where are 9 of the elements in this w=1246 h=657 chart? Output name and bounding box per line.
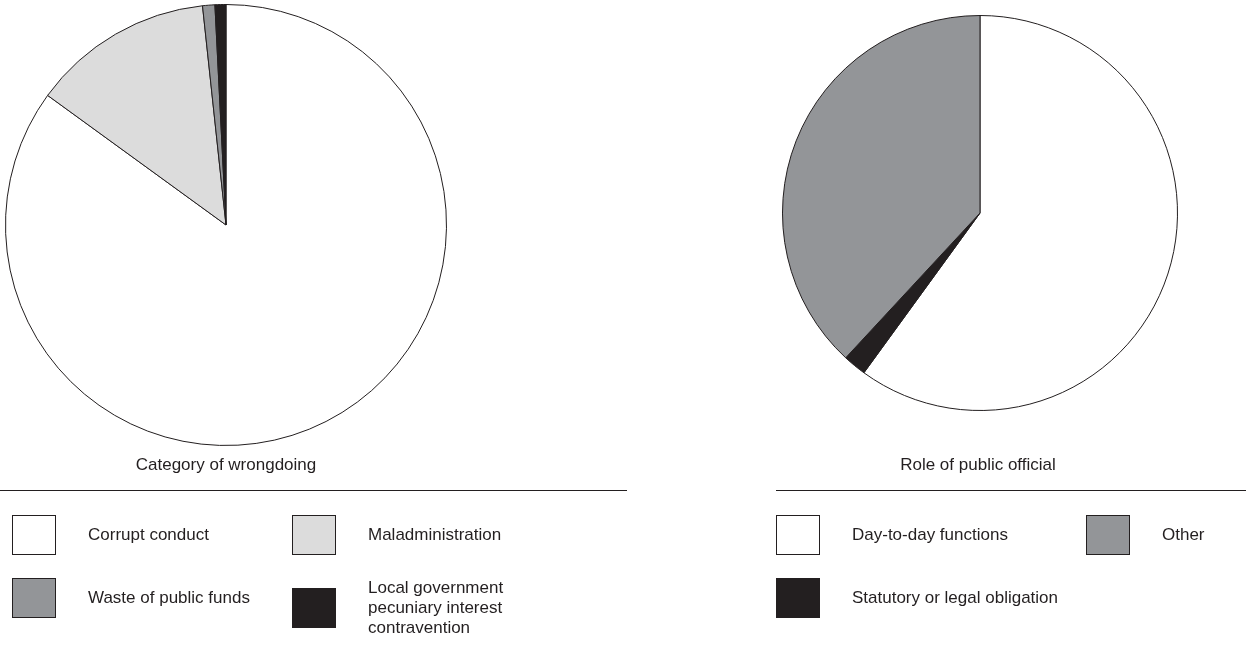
legend-label: Maladministration	[368, 525, 502, 545]
legend-label: Other	[1162, 525, 1205, 545]
legend-label: Local government pecuniary interest contravention	[368, 578, 505, 638]
text: Role of public official	[899, 455, 1057, 475]
text: Category of wrongdoing	[134, 455, 318, 475]
legend-label: Day-to-day functions	[852, 525, 1008, 545]
legend-label: Waste of public funds	[88, 588, 250, 608]
legend-label: Corrupt conduct	[88, 525, 209, 545]
legend-label: Statutory or legal obligation	[852, 588, 1059, 608]
